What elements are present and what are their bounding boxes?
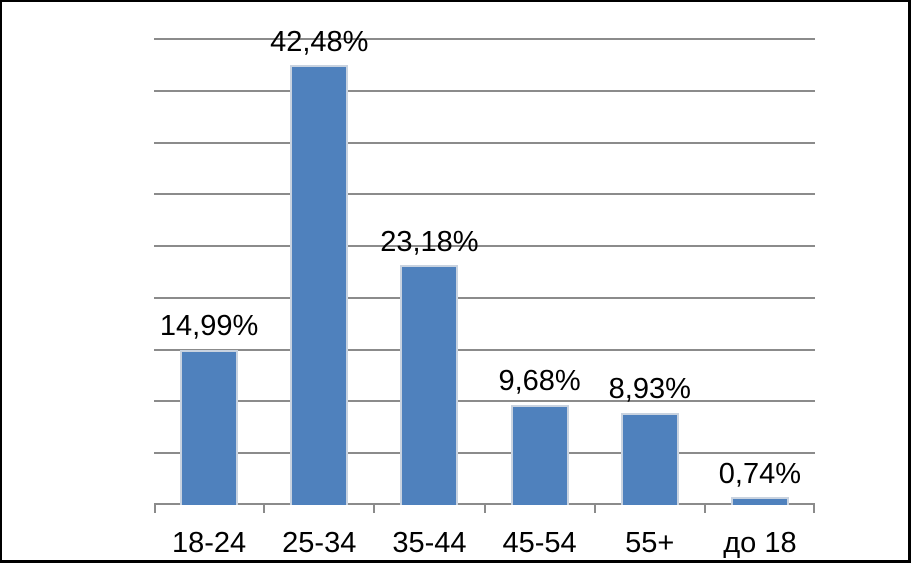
- gridline: [154, 89, 815, 92]
- bar: [510, 404, 569, 505]
- gridline: [154, 245, 815, 248]
- category-label: 55+: [625, 527, 675, 559]
- gridline: [154, 193, 815, 196]
- bar: [290, 65, 349, 505]
- bar: [400, 264, 459, 505]
- axis-tick: [373, 505, 376, 513]
- gridline: [154, 348, 815, 351]
- axis-tick: [154, 505, 156, 513]
- x-axis-line: [154, 503, 815, 505]
- axis-tick: [483, 505, 486, 513]
- axis-tick: [703, 505, 706, 513]
- bar: [620, 412, 679, 505]
- category-label: 18-24: [171, 527, 247, 559]
- bar-value-label: 42,48%: [270, 25, 369, 58]
- bar-value-label: 23,18%: [380, 225, 479, 258]
- bar-value-label: 0,74%: [718, 458, 802, 490]
- bar: [730, 497, 789, 505]
- bar-value-label: 8,93%: [608, 373, 691, 406]
- axis-tick: [263, 505, 266, 513]
- bar: [180, 349, 239, 505]
- bar-value-label: 9,68%: [498, 365, 581, 398]
- gridline: [154, 452, 815, 455]
- gridline: [154, 296, 815, 299]
- axis-tick: [593, 505, 596, 513]
- plot-area: 14,99% 18-24 42,48% 25-34 23,18% 35-44 9,68% 45…: [154, 26, 815, 559]
- gridline: [154, 141, 815, 144]
- axis-tick: [813, 505, 815, 513]
- category-label: до 18: [723, 527, 797, 559]
- category-label: 25-34: [282, 527, 357, 559]
- category-label: 35-44: [392, 527, 467, 559]
- gridline: [154, 38, 815, 40]
- gridline: [154, 400, 815, 403]
- category-label: 45-54: [502, 527, 577, 559]
- bar-value-label: 14,99%: [159, 310, 259, 343]
